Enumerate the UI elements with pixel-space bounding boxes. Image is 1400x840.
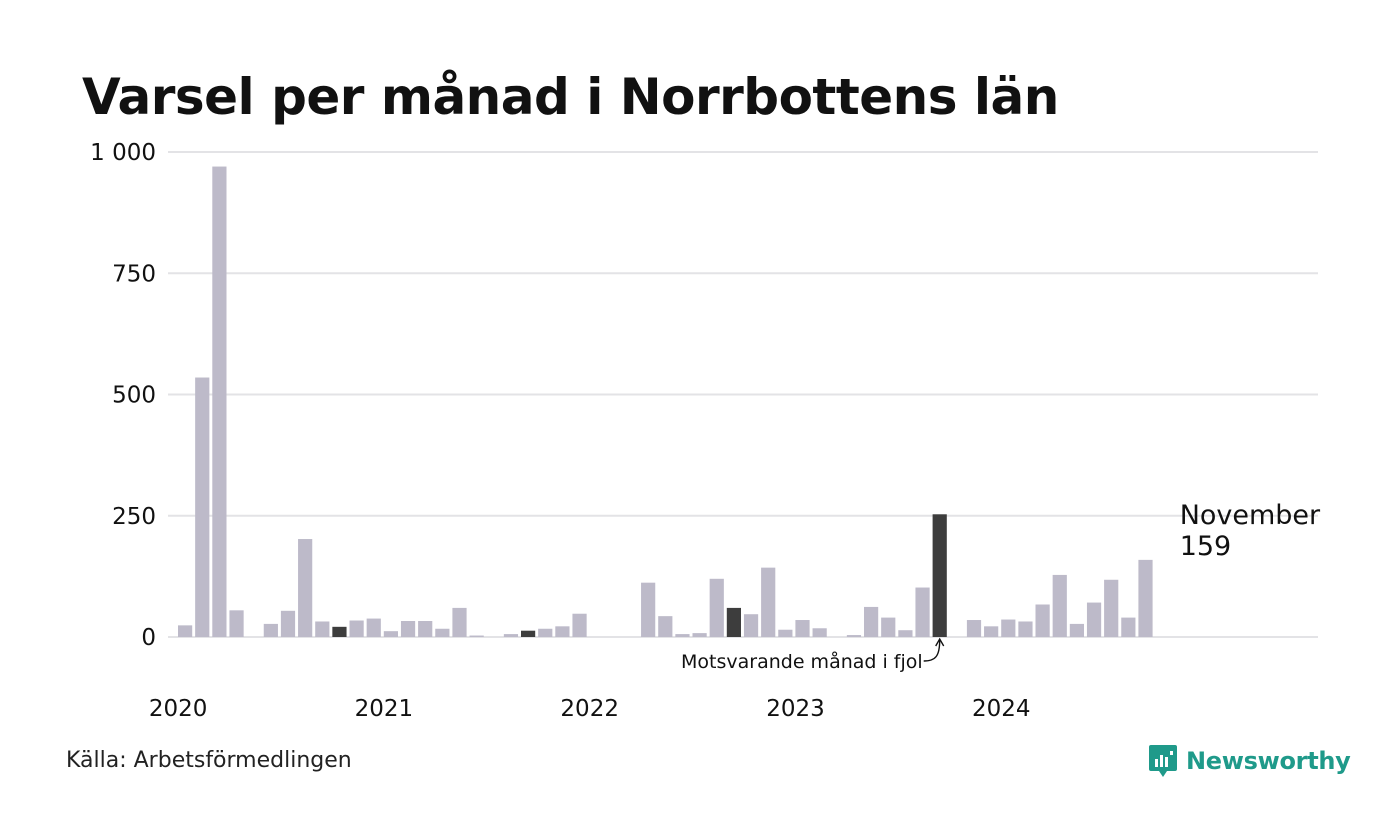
bar-2023-09	[932, 514, 947, 637]
bar-2024-06	[1086, 602, 1102, 637]
bar-2022-09	[726, 607, 741, 637]
x-tick-label: 2022	[560, 696, 619, 722]
bar-2024-05	[1069, 623, 1084, 637]
bar-2020-01	[178, 625, 193, 637]
chart-title: Varsel per månad i Norrbottens län	[82, 68, 1059, 126]
x-tick-label: 2020	[149, 696, 208, 722]
bar-2021-09	[521, 630, 536, 637]
bar-2023-01	[795, 620, 810, 637]
bar-2022-07	[692, 633, 707, 637]
bar-2020-07	[280, 610, 296, 637]
bar-2022-11	[761, 567, 776, 637]
bar-2024-01	[1001, 619, 1016, 637]
previous-year-annotation: Motsvarande månad i fjol	[681, 650, 923, 673]
annotation-arrow	[923, 639, 941, 662]
bar-2021-05	[452, 607, 467, 637]
bar-2021-12	[572, 613, 587, 637]
bar-2023-08	[915, 587, 930, 637]
bars	[178, 166, 1153, 638]
bar-2021-04	[435, 628, 450, 637]
bar-2020-02	[195, 377, 210, 637]
bar-2023-04	[846, 635, 862, 637]
bar-2020-11	[349, 620, 364, 637]
bar-2022-06	[675, 634, 690, 637]
newsworthy-logo[interactable]: Newsworthy	[1148, 744, 1351, 778]
newsworthy-logo-text: Newsworthy	[1186, 747, 1351, 775]
bar-2024-07	[1104, 579, 1119, 637]
y-tick-label: 0	[141, 625, 156, 651]
bar-2020-03	[212, 166, 227, 638]
bar-2022-08	[709, 578, 724, 637]
current-month-label: November	[1180, 500, 1321, 531]
bar-2023-07	[898, 630, 913, 637]
y-tick-label: 500	[112, 383, 156, 409]
bar-2023-05	[864, 606, 879, 637]
bar-2021-10	[538, 628, 553, 637]
bar-2020-09	[315, 621, 330, 637]
bar-2021-06	[469, 635, 484, 637]
x-tick-label: 2024	[972, 696, 1031, 722]
x-axis-ticks: 2020 2021 2022 2023 2024	[149, 696, 1031, 722]
y-tick-label: 250	[112, 504, 156, 530]
bar-2023-06	[881, 617, 896, 637]
annotation-arrowhead	[935, 637, 945, 647]
bar-2023-11	[966, 620, 982, 637]
bar-2021-03	[418, 621, 433, 637]
bar-2021-11	[555, 626, 570, 637]
bar-2020-06	[263, 623, 278, 637]
bar-2021-08	[503, 634, 519, 637]
bar-2020-04	[229, 610, 244, 637]
y-axis-ticks: 0 250 500 750 1 000	[90, 140, 156, 651]
source-label: Källa: Arbetsförmedlingen	[66, 748, 352, 773]
y-tick-label: 750	[112, 261, 156, 287]
bar-2024-02	[1018, 621, 1033, 637]
x-tick-label: 2023	[766, 696, 825, 722]
bar-2024-08	[1121, 617, 1136, 637]
bar-2023-02	[812, 628, 827, 637]
bar-2021-01	[383, 631, 398, 637]
y-tick-label: 1 000	[90, 140, 156, 166]
bar-2022-12	[778, 629, 793, 637]
bar-2022-10	[743, 614, 759, 637]
bar-2020-12	[366, 618, 381, 637]
bar-2024-03	[1035, 604, 1050, 637]
bar-2024-04	[1052, 574, 1067, 637]
bar-2022-05	[658, 616, 673, 637]
bar-2022-04	[641, 582, 656, 637]
bar-2024-09	[1138, 559, 1153, 637]
current-value-label: 159	[1180, 531, 1232, 562]
bar-2020-08	[298, 539, 313, 637]
bar-2021-02	[400, 621, 416, 637]
bar-2023-12	[984, 626, 999, 637]
x-tick-label: 2021	[355, 696, 414, 722]
bar-2020-10	[332, 626, 347, 637]
newsworthy-logo-icon	[1149, 745, 1177, 777]
